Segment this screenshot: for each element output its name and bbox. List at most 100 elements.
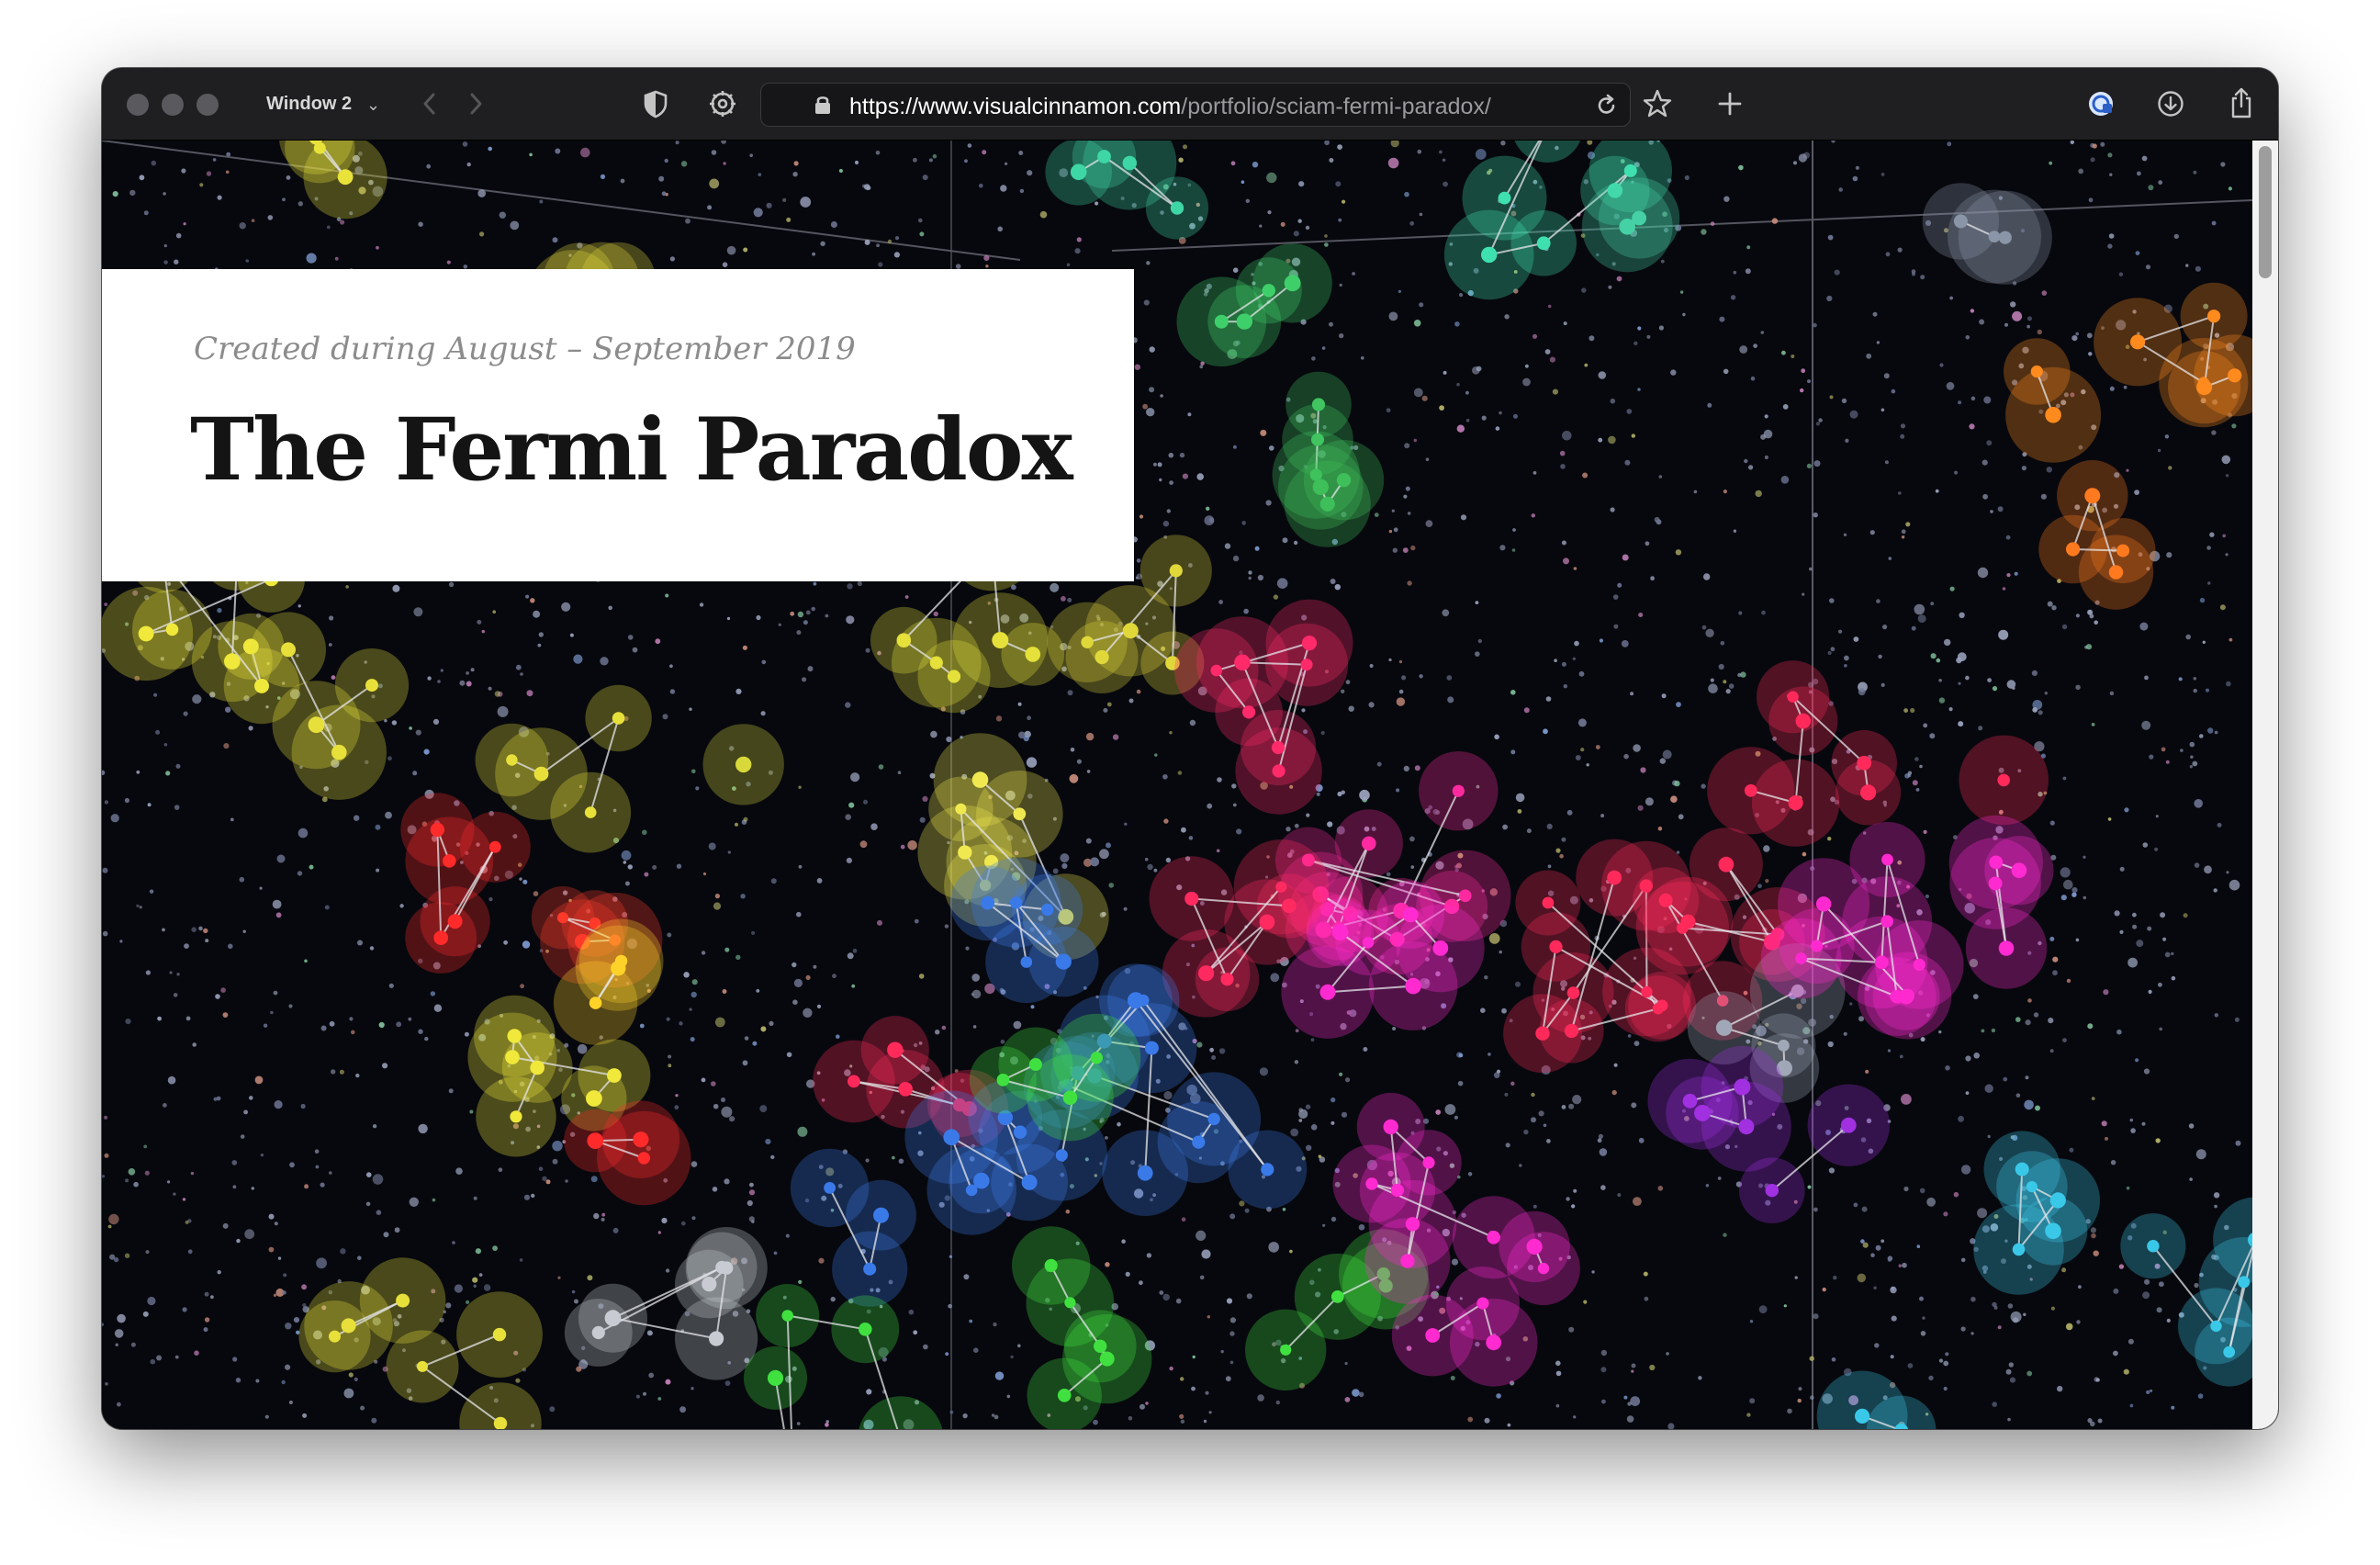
close-window-button[interactable]: [127, 94, 149, 116]
background-star: [1448, 262, 1454, 266]
background-star: [412, 771, 418, 776]
background-star: [1165, 1107, 1171, 1113]
background-star: [991, 1413, 995, 1417]
constellation-line: [1688, 920, 1773, 943]
background-star: [1187, 412, 1192, 417]
background-star: [147, 803, 152, 807]
chevron-right-icon[interactable]: [464, 90, 488, 118]
background-star: [1623, 753, 1629, 760]
constellation-star: [1815, 896, 1832, 912]
background-star: [183, 222, 186, 226]
background-star: [1633, 341, 1638, 345]
zoom-window-button[interactable]: [196, 94, 219, 116]
constellation-line: [774, 1378, 785, 1429]
background-star: [1849, 410, 1858, 419]
constellation-star: [1390, 1183, 1404, 1198]
background-star: [533, 610, 541, 618]
background-star: [1000, 614, 1010, 624]
page-scrollbar[interactable]: [2252, 141, 2278, 1429]
chevron-left-icon[interactable]: [418, 90, 442, 118]
constellation-star: [1744, 783, 1757, 797]
background-star: [999, 987, 1005, 993]
background-star: [542, 1176, 547, 1182]
background-star: [818, 1257, 825, 1264]
background-star: [134, 675, 140, 681]
background-star: [1764, 455, 1768, 460]
background-star: [1196, 202, 1201, 208]
constellation-star: [1694, 1104, 1711, 1121]
background-star: [2142, 1291, 2150, 1300]
background-star: [213, 1097, 218, 1101]
constellation-line: [315, 684, 373, 726]
background-star: [1436, 1285, 1440, 1289]
background-star: [2213, 888, 2217, 893]
window-label[interactable]: Window 2: [266, 94, 353, 114]
background-star: [1613, 213, 1620, 220]
shield-icon[interactable]: [642, 89, 669, 118]
background-star: [1597, 1138, 1602, 1143]
scroll-thumb[interactable]: [2259, 146, 2272, 278]
background-star: [850, 772, 860, 782]
background-star: [499, 211, 506, 219]
constellation-star: [1028, 1058, 1042, 1071]
background-star: [652, 864, 657, 870]
constellation-line: [1003, 1078, 1071, 1099]
background-star: [756, 614, 761, 621]
background-star: [1318, 450, 1326, 458]
background-star: [1069, 1066, 1073, 1070]
background-star: [260, 1154, 264, 1157]
plus-icon[interactable]: [1716, 90, 1744, 118]
background-star: [1260, 429, 1267, 436]
gear-icon[interactable]: [708, 89, 737, 118]
background-star: [940, 706, 946, 712]
background-star: [1882, 800, 1888, 805]
chevron-down-icon[interactable]: ⌄: [366, 96, 381, 115]
download-icon[interactable]: [2156, 89, 2185, 118]
background-star: [1571, 1204, 1576, 1209]
background-star: [1099, 1118, 1105, 1122]
minimize-window-button[interactable]: [162, 94, 184, 116]
background-star: [133, 1181, 139, 1188]
address-bar[interactable]: https://www.visualcinnamon.com/portfolio…: [760, 83, 1631, 127]
background-star: [1456, 382, 1460, 387]
constellation-star: [1788, 795, 1803, 811]
background-star: [519, 1258, 523, 1262]
background-star: [1229, 1213, 1236, 1220]
background-star: [1891, 388, 1896, 394]
background-star: [1758, 1305, 1768, 1313]
background-star: [1415, 1119, 1421, 1124]
background-star: [1872, 311, 1878, 317]
background-star: [1162, 184, 1169, 190]
background-star: [1584, 363, 1589, 367]
reload-icon[interactable]: [1595, 94, 1619, 118]
background-star: [1480, 1008, 1486, 1013]
constellation-star: [767, 1369, 784, 1386]
background-star: [1084, 1157, 1089, 1162]
background-star: [1781, 350, 1786, 355]
background-star: [1918, 990, 1924, 996]
star-icon[interactable]: [1642, 88, 1673, 119]
constellation-line: [1801, 957, 1882, 963]
background-star: [125, 1019, 131, 1025]
background-star: [690, 1161, 698, 1167]
background-star: [235, 1378, 241, 1383]
background-star: [533, 891, 539, 896]
background-star: [132, 590, 139, 596]
background-star: [742, 1060, 748, 1066]
background-star: [726, 245, 736, 255]
share-icon[interactable]: [2228, 86, 2255, 119]
background-star: [328, 1289, 333, 1295]
constellation-star: [1184, 891, 1199, 906]
background-star: [1502, 824, 1508, 830]
background-star: [2087, 1023, 2094, 1030]
background-star: [2017, 769, 2022, 773]
background-star: [2203, 343, 2209, 350]
constellation-star: [2012, 1243, 2026, 1256]
extension-icon[interactable]: [2086, 89, 2116, 118]
background-star: [1337, 144, 1342, 150]
background-star: [1019, 613, 1029, 623]
constellation-line: [786, 1315, 792, 1429]
background-star: [1983, 1270, 1987, 1274]
background-star: [464, 1031, 469, 1037]
background-star: [1276, 578, 1288, 589]
